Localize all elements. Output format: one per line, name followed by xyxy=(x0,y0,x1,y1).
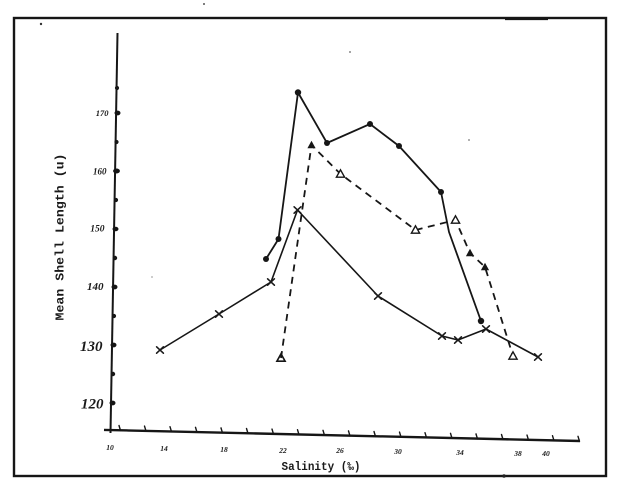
svg-text:160: 160 xyxy=(93,167,107,177)
svg-text:130: 130 xyxy=(80,339,103,355)
svg-text:120: 120 xyxy=(81,397,104,413)
svg-text:10: 10 xyxy=(106,443,114,452)
svg-text:30: 30 xyxy=(393,447,402,456)
svg-text:150: 150 xyxy=(90,225,105,235)
svg-text:Mean Shell Length (u): Mean Shell Length (u) xyxy=(55,154,68,321)
svg-text:38: 38 xyxy=(513,449,522,458)
svg-text:14: 14 xyxy=(160,444,168,453)
svg-text:26: 26 xyxy=(335,446,344,455)
svg-text:22: 22 xyxy=(278,446,287,455)
svg-text:34: 34 xyxy=(455,448,464,457)
svg-text:140: 140 xyxy=(87,281,104,293)
svg-text:40: 40 xyxy=(541,449,550,458)
svg-text:Salinity (‰): Salinity (‰) xyxy=(282,460,361,474)
svg-text:18: 18 xyxy=(220,445,228,454)
svg-text:170: 170 xyxy=(96,108,110,118)
